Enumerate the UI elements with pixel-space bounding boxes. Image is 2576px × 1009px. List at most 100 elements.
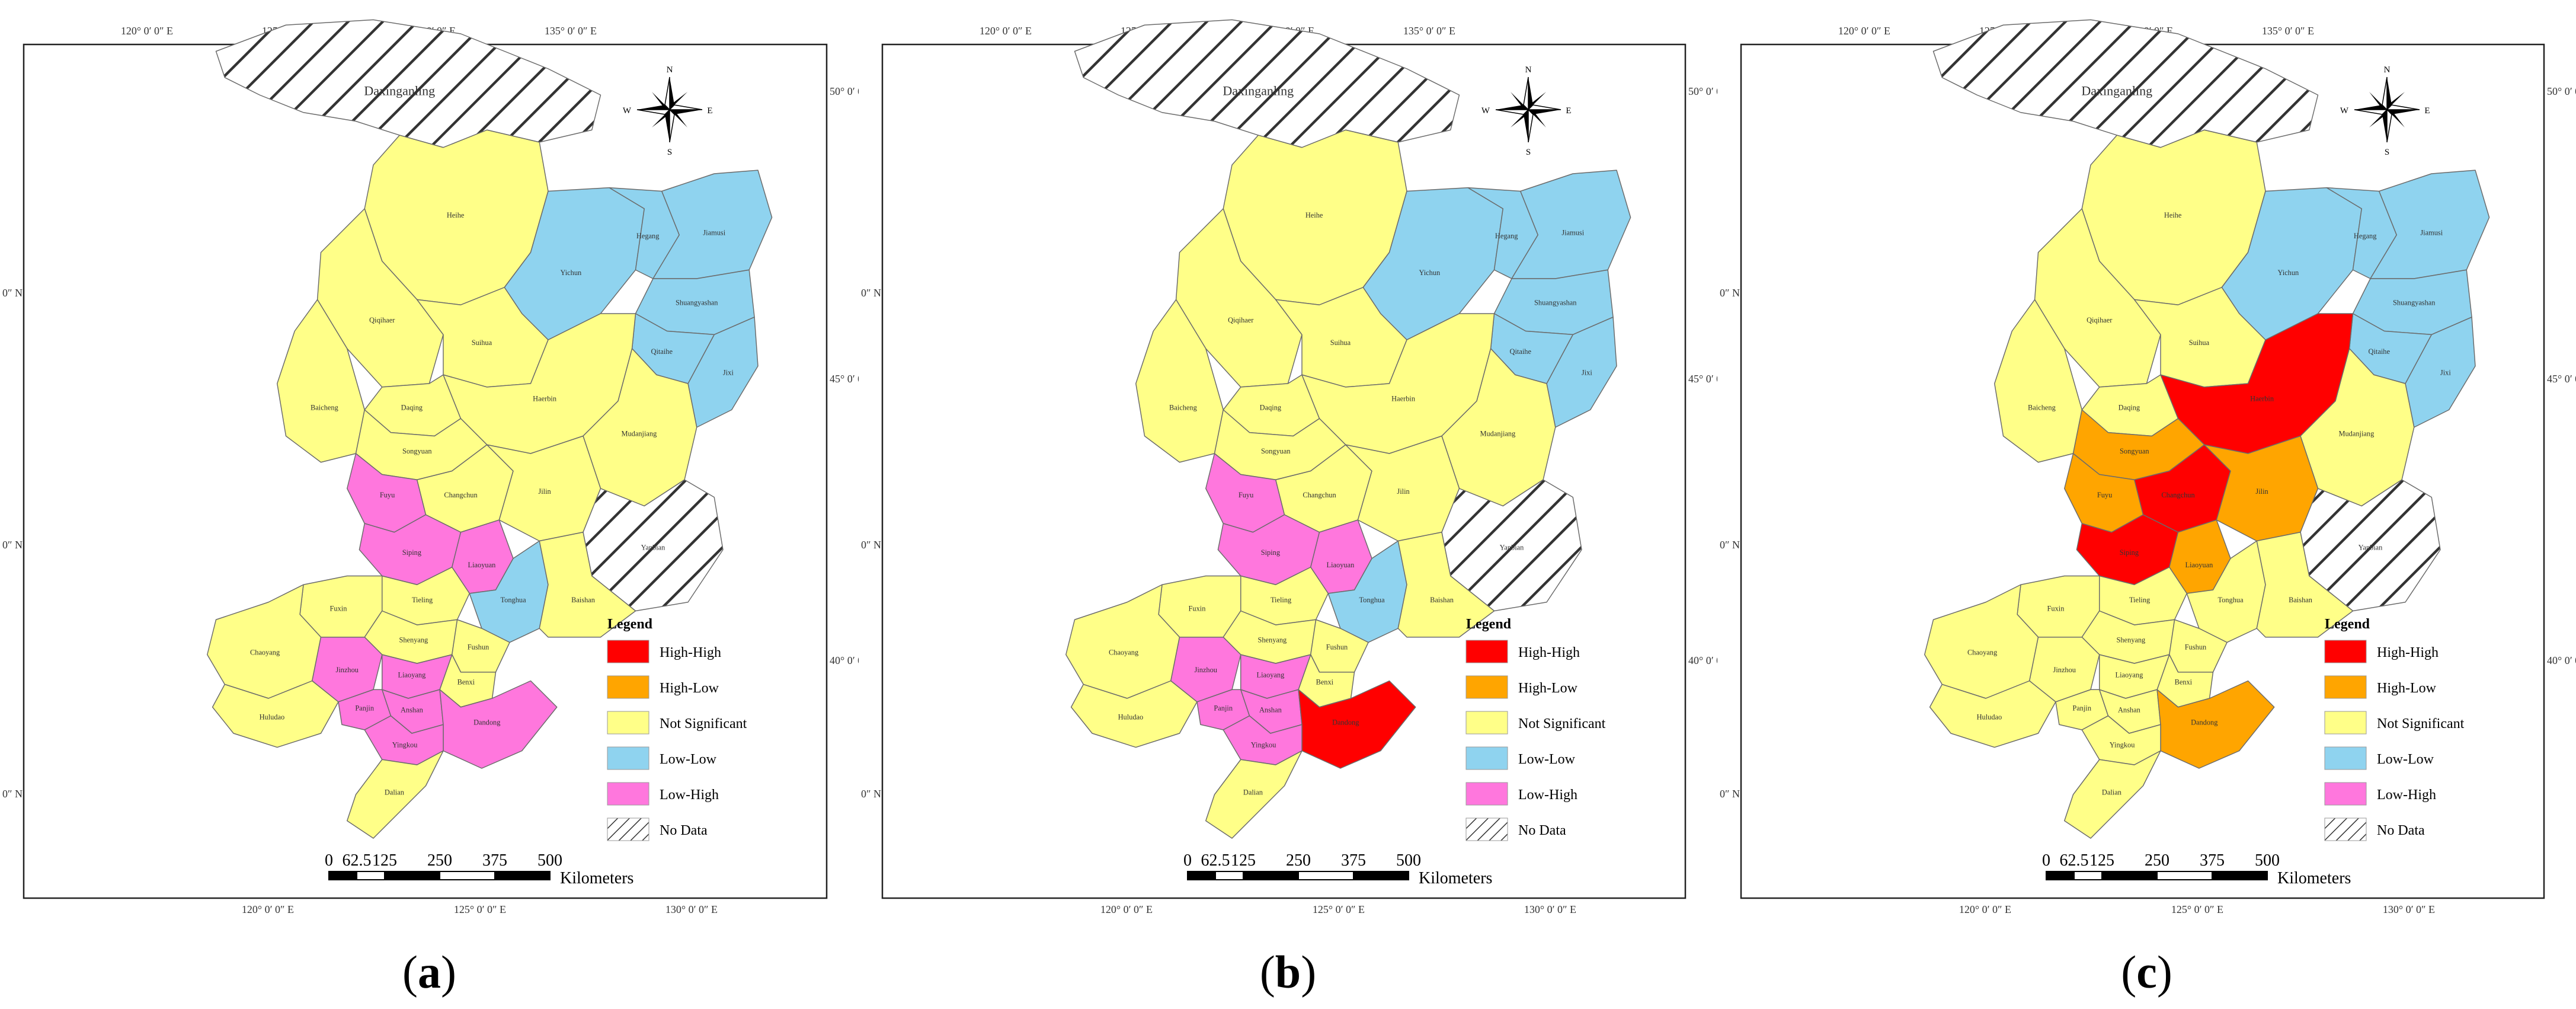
region-label-jixi: Jixi: [1582, 368, 1592, 376]
region-label-fuxin: Fuxin: [330, 605, 347, 613]
legend-label-no-data: No Data: [2377, 823, 2425, 838]
region-label-fushun: Fushun: [1326, 643, 1348, 651]
region-label-fuxin: Fuxin: [1189, 605, 1206, 613]
region-label-shuangyashan: Shuangyashan: [676, 298, 718, 306]
north-arrow-icon: N S E W: [1481, 65, 1572, 157]
region-label-liaoyang: Liaoyang: [1257, 671, 1285, 679]
region-label-daxinganling: Daxinganling: [2081, 83, 2152, 98]
region-label-jiamusi: Jiamusi: [1561, 228, 1584, 237]
legend-label-high-high: High-High: [2377, 645, 2439, 660]
compass-n-label: N: [1525, 65, 1532, 75]
bottom-tick-label: 120° 0′ 0″ E: [242, 903, 294, 915]
bottom-tick-label: 125° 0′ 0″ E: [1313, 903, 1365, 915]
region-label-dandong: Dandong: [2191, 718, 2217, 726]
north-arrow-icon: N S E W: [2340, 65, 2430, 157]
scale-tick-label: 375: [482, 851, 507, 870]
compass-n-label: N: [2384, 65, 2391, 75]
region-label-baishan: Baishan: [1430, 596, 1454, 604]
region-label-fuyu: Fuyu: [1239, 491, 1253, 499]
scale-tick-label: 250: [1286, 851, 1311, 870]
region-label-fushun: Fushun: [468, 643, 489, 651]
compass-s-label: S: [1526, 148, 1531, 157]
left-tick-label: 40° 0′ 0″ N: [1717, 788, 1740, 800]
region-label-daxinganling: Daxinganling: [1223, 83, 1294, 98]
legend: Legend High-High High-Low Not Significant Lo…: [607, 617, 747, 841]
legend-label-high-low: High-Low: [1518, 681, 1578, 696]
region-label-jinzhou: Jinzhou: [2053, 666, 2076, 674]
legend-label-low-high: Low-High: [1518, 787, 1577, 803]
region-label-daqing: Daqing: [1260, 403, 1281, 411]
legend-label-not-significant: Not Significant: [1518, 716, 1606, 732]
legend-label-high-high: High-High: [1518, 645, 1580, 660]
panel-caption-letter: a: [418, 946, 441, 998]
regions-layer: Daxinganling Heihe Yichun Hegang Jiamusi Shua…: [1924, 19, 2490, 839]
left-tick-label: 40° 0′ 0″ N: [859, 788, 881, 800]
scale-tick-label: 62.5: [343, 851, 372, 870]
region-label-haerbin: Haerbin: [2250, 395, 2274, 403]
region-label-shuangyashan: Shuangyashan: [2393, 298, 2436, 306]
region-label-jilin: Jilin: [1397, 487, 1409, 496]
region-label-jiamusi: Jiamusi: [703, 228, 725, 237]
compass-s-label: S: [2385, 148, 2389, 157]
legend-label-low-high: Low-High: [2377, 787, 2436, 803]
regions-layer: Daxinganling Heihe Yichun Hegang Jiamusi Shua…: [207, 19, 773, 839]
scale-tick-label: 375: [1341, 851, 1366, 870]
region-label-changchun: Changchun: [1303, 491, 1336, 499]
region-label-mudanjiang: Mudanjiang: [2338, 430, 2374, 438]
region-label-yanbian: Yanbian: [641, 543, 665, 551]
compass-s-label: S: [667, 148, 672, 157]
scale-unit-label: Kilometers: [560, 869, 633, 887]
left-tick-label: 45° 0′ 0″ N: [859, 539, 881, 551]
legend-swatch-high-low: [1465, 675, 1508, 699]
legend-swatch-high-high: [1465, 640, 1508, 663]
scale-tick-label: 500: [537, 851, 562, 870]
compass-e-label: E: [2424, 106, 2430, 116]
region-label-jixi: Jixi: [2440, 368, 2451, 376]
region-label-fushun: Fushun: [2185, 643, 2206, 651]
scale-tick-label: 125: [2089, 851, 2114, 870]
compass-e-label: E: [707, 106, 712, 116]
map-panel-b: 120° 0′ 0″ E 125° 0′ 0″ E 130° 0′ 0″ E 135°…: [859, 0, 1717, 1009]
region-label-dandong: Dandong: [473, 718, 500, 726]
map-svg: 120° 0′ 0″ E 125° 0′ 0″ E 130° 0′ 0″ E 135°…: [859, 19, 1717, 915]
legend-label-low-low: Low-Low: [2377, 752, 2434, 767]
map-svg: 120° 0′ 0″ E 125° 0′ 0″ E 130° 0′ 0″ E 135°…: [0, 19, 859, 915]
legend-label-low-low: Low-Low: [660, 752, 717, 767]
legend-label-not-significant: Not Significant: [2377, 716, 2465, 732]
region-label-suihua: Suihua: [472, 339, 492, 347]
region-label-hegang: Hegang: [636, 232, 660, 240]
panel-caption-letter: c: [2136, 946, 2157, 998]
left-tick-label: 50° 0′ 0″ N: [1717, 287, 1740, 299]
compass-w-label: W: [623, 106, 632, 116]
region-label-benxi: Benxi: [1316, 678, 1334, 686]
region-label-benxi: Benxi: [2175, 678, 2193, 686]
legend-label-high-low: High-Low: [2377, 681, 2437, 696]
region-label-fuyu: Fuyu: [2097, 491, 2112, 499]
legend-swatch-not-significant: [2324, 711, 2367, 735]
scale-tick-label: 500: [2255, 851, 2280, 870]
region-baicheng: [1994, 299, 2082, 463]
region-label-yingkou: Yingkou: [392, 741, 418, 749]
right-tick-label: 45° 0′ 0″: [830, 373, 859, 385]
region-label-qitaihe: Qitaihe: [2369, 347, 2391, 356]
region-label-baicheng: Baicheng: [311, 403, 338, 411]
region-label-haerbin: Haerbin: [1391, 395, 1415, 403]
legend-swatch-high-low: [2324, 675, 2367, 699]
legend-swatch-low-high: [607, 782, 649, 806]
region-label-dalian: Dalian: [1243, 788, 1263, 796]
legend-label-low-high: Low-High: [660, 787, 719, 803]
region-label-fuxin: Fuxin: [2047, 605, 2065, 613]
region-label-yichun: Yichun: [2277, 269, 2299, 277]
left-tick-label: 50° 0′ 0″ N: [0, 287, 23, 299]
legend-label-high-high: High-High: [660, 645, 721, 660]
region-label-jiamusi: Jiamusi: [2420, 228, 2443, 237]
right-tick-label: 40° 0′ 0″: [1688, 654, 1717, 666]
region-label-chaoyang: Chaoyang: [1967, 648, 1997, 656]
region-label-benxi: Benxi: [457, 678, 475, 686]
bottom-tick-label: 125° 0′ 0″ E: [454, 903, 506, 915]
compass-e-label: E: [1566, 106, 1571, 116]
region-label-anshan: Anshan: [1259, 706, 1282, 714]
region-label-suihua: Suihua: [2189, 339, 2210, 347]
